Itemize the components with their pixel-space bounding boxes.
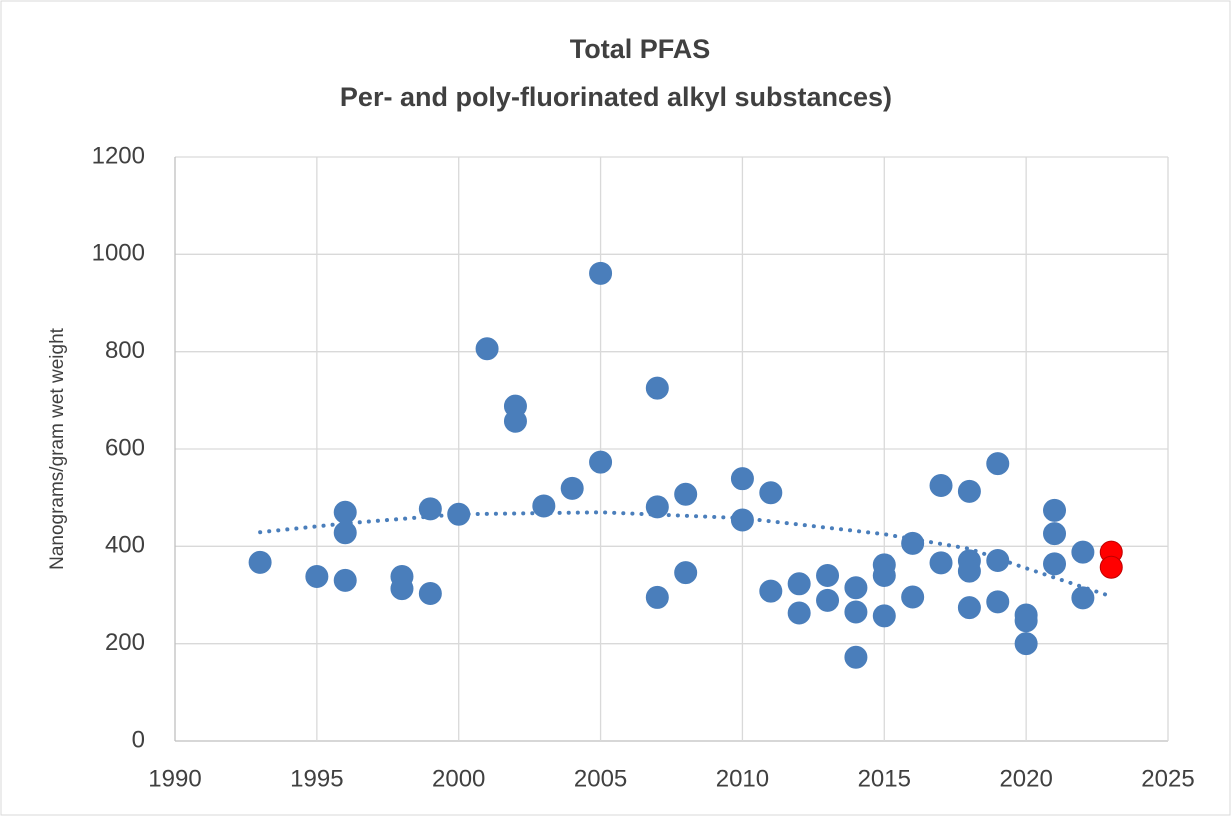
data-point bbox=[986, 452, 1010, 476]
data-point bbox=[333, 521, 357, 545]
data-point bbox=[816, 564, 840, 588]
data-point bbox=[901, 585, 925, 609]
data-point bbox=[787, 601, 811, 625]
data-point bbox=[957, 559, 981, 583]
y-tick-label: 600 bbox=[105, 434, 145, 461]
data-point bbox=[929, 551, 953, 575]
data-point bbox=[503, 409, 527, 433]
data-point bbox=[1071, 586, 1095, 610]
y-tick-label: 200 bbox=[105, 629, 145, 656]
data-point bbox=[475, 337, 499, 361]
data-point bbox=[957, 596, 981, 620]
data-point bbox=[560, 476, 584, 500]
chart-subtitle: Per- and poly-fluorinated alkyl substanc… bbox=[340, 82, 892, 112]
x-tick-label: 2020 bbox=[999, 765, 1052, 792]
x-tick-label: 1995 bbox=[290, 765, 343, 792]
y-tick-label: 800 bbox=[105, 337, 145, 364]
data-point bbox=[645, 585, 669, 609]
data-point bbox=[1043, 522, 1067, 546]
data-point bbox=[759, 481, 783, 505]
chart-title: Total PFAS bbox=[570, 34, 711, 64]
x-tick-label: 2025 bbox=[1141, 765, 1194, 792]
data-point bbox=[901, 531, 925, 555]
y-tick-label: 400 bbox=[105, 532, 145, 559]
data-point bbox=[645, 376, 669, 400]
data-point bbox=[1071, 540, 1095, 564]
x-tick-label: 2005 bbox=[574, 765, 627, 792]
y-tick-label: 1000 bbox=[92, 240, 145, 267]
data-point bbox=[305, 565, 329, 589]
data-point bbox=[730, 508, 754, 532]
data-point bbox=[844, 645, 868, 669]
data-point bbox=[1014, 632, 1038, 656]
y-tick-label: 1200 bbox=[92, 142, 145, 169]
data-point bbox=[986, 590, 1010, 614]
x-tick-label: 2010 bbox=[716, 765, 769, 792]
data-point bbox=[333, 500, 357, 524]
data-point bbox=[816, 588, 840, 612]
data-point bbox=[589, 450, 613, 474]
data-point bbox=[1043, 552, 1067, 576]
y-tick-label: 0 bbox=[132, 726, 145, 753]
data-point bbox=[418, 497, 442, 521]
data-point bbox=[1099, 555, 1123, 579]
x-tick-label: 1990 bbox=[148, 765, 201, 792]
data-point bbox=[986, 548, 1010, 572]
data-point bbox=[674, 482, 698, 506]
data-point bbox=[957, 479, 981, 503]
data-point bbox=[844, 576, 868, 600]
data-point bbox=[872, 604, 896, 628]
data-point bbox=[645, 495, 669, 519]
data-point bbox=[1014, 609, 1038, 633]
data-point bbox=[929, 474, 953, 497]
data-point bbox=[787, 572, 811, 596]
data-point bbox=[872, 564, 896, 588]
y-axis-label: Nanograms/gram wet weight bbox=[47, 327, 68, 570]
data-point bbox=[248, 550, 272, 574]
data-point bbox=[759, 579, 783, 603]
data-point bbox=[1043, 498, 1067, 522]
data-point bbox=[730, 467, 754, 491]
x-tick-label: 2000 bbox=[432, 765, 485, 792]
data-point bbox=[589, 261, 613, 285]
data-point bbox=[418, 582, 442, 606]
x-tick-label: 2015 bbox=[858, 765, 911, 792]
data-point bbox=[447, 502, 471, 526]
data-point bbox=[333, 568, 357, 592]
data-point bbox=[674, 561, 698, 585]
data-point bbox=[532, 494, 556, 518]
data-point bbox=[390, 577, 414, 601]
data-point bbox=[844, 600, 868, 624]
